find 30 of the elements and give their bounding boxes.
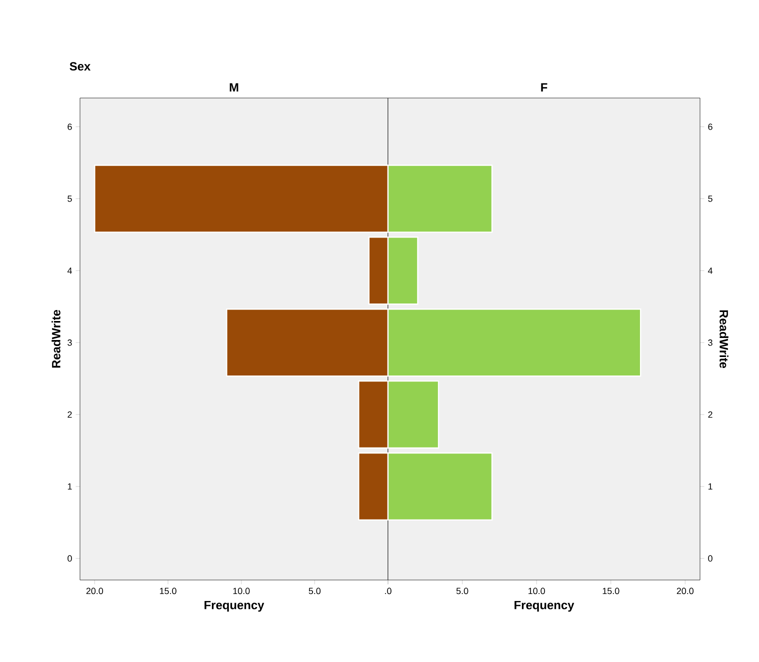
y-tick-label: 0 (708, 555, 712, 562)
chart-title: M (230, 83, 238, 92)
x-tick-label: 5.0 (308, 588, 321, 594)
chart-title: F (541, 83, 548, 92)
x-tick-label: 15.0 (602, 588, 620, 594)
y-tick-label: 0 (68, 555, 72, 562)
y-tick-label: 1 (68, 483, 72, 490)
y-tick-label: 3 (708, 339, 712, 346)
x-tick-label: 20.0 (86, 588, 104, 594)
y-axis-title: ReadWrite (52, 310, 60, 368)
x-tick-label: 20.0 (676, 588, 694, 594)
x-tick-label: 5.0 (456, 588, 468, 594)
x-tick-label: 15.0 (160, 588, 176, 594)
y-tick-label: 6 (708, 124, 712, 130)
y-axis-title: ReadWrite (720, 310, 728, 368)
x-tick-label: .0 (385, 588, 392, 594)
x-axis-title: Frequency (514, 600, 574, 612)
y-tick-label: 5 (708, 196, 712, 202)
x-tick-label: 10.0 (528, 588, 545, 594)
x-axis-title: Frequency (204, 600, 264, 612)
y-tick-label: 1 (708, 483, 712, 490)
y-tick-label: 2 (708, 411, 712, 418)
y-tick-label: 5 (68, 196, 72, 202)
y-tick-label: 3 (68, 339, 72, 346)
y-tick-label: 4 (708, 268, 712, 274)
y-tick-label: 2 (68, 411, 72, 418)
text: Sex (70, 62, 91, 71)
x-tick-label: 10.0 (233, 588, 250, 594)
y-tick-label: 4 (67, 268, 72, 274)
y-tick-label: 6 (68, 124, 72, 130)
